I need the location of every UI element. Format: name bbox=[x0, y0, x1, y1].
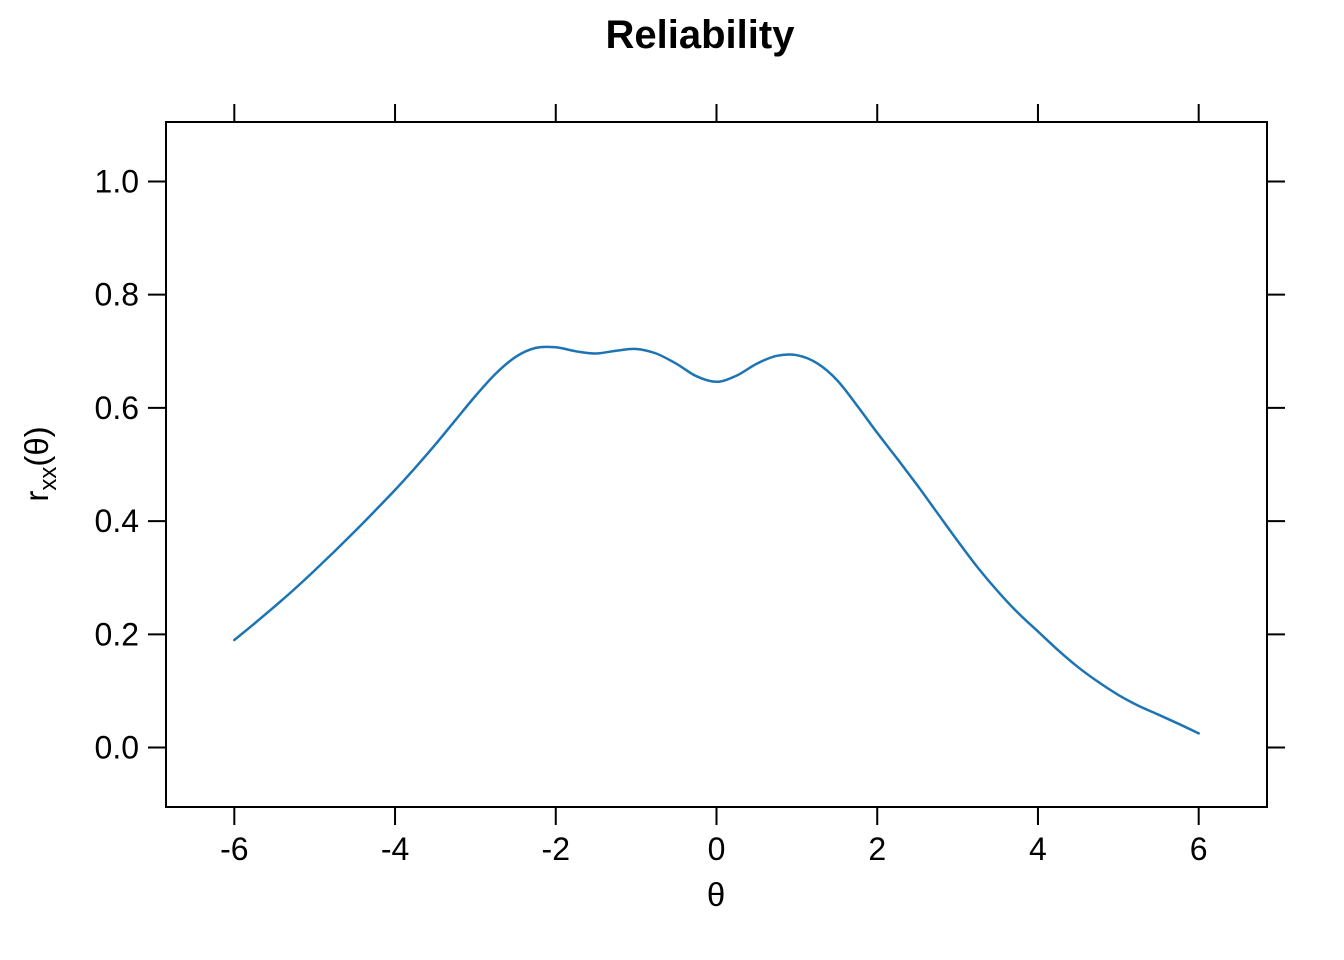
axis-ticks bbox=[148, 104, 1285, 825]
axis-tick-labels: -6 -4 -2 0 2 4 6 0.0 0.2 0.4 0.6 0.8 1.0 bbox=[95, 163, 1208, 867]
x-axis-label: θ bbox=[707, 876, 725, 913]
x-tick-label: 4 bbox=[1029, 831, 1047, 867]
plot-box bbox=[165, 121, 1268, 808]
y-tick-label: 0.8 bbox=[95, 277, 139, 313]
x-tick-label: -2 bbox=[542, 831, 570, 867]
chart-title: Reliability bbox=[606, 13, 796, 57]
y-tick-label: 0.4 bbox=[95, 503, 139, 539]
x-tick-label: 2 bbox=[868, 831, 886, 867]
reliability-curve bbox=[233, 345, 1200, 735]
y-tick-label: 0.2 bbox=[95, 616, 139, 652]
x-tick-label: -4 bbox=[381, 831, 409, 867]
y-tick-label: 1.0 bbox=[95, 163, 139, 199]
x-tick-label: 0 bbox=[708, 831, 726, 867]
y-axis-label: rxx(θ) bbox=[18, 426, 62, 501]
x-tick-label: 6 bbox=[1190, 831, 1208, 867]
y-tick-label: 0.0 bbox=[95, 730, 139, 766]
x-tick-label: -6 bbox=[220, 831, 248, 867]
y-tick-label: 0.6 bbox=[95, 390, 139, 426]
